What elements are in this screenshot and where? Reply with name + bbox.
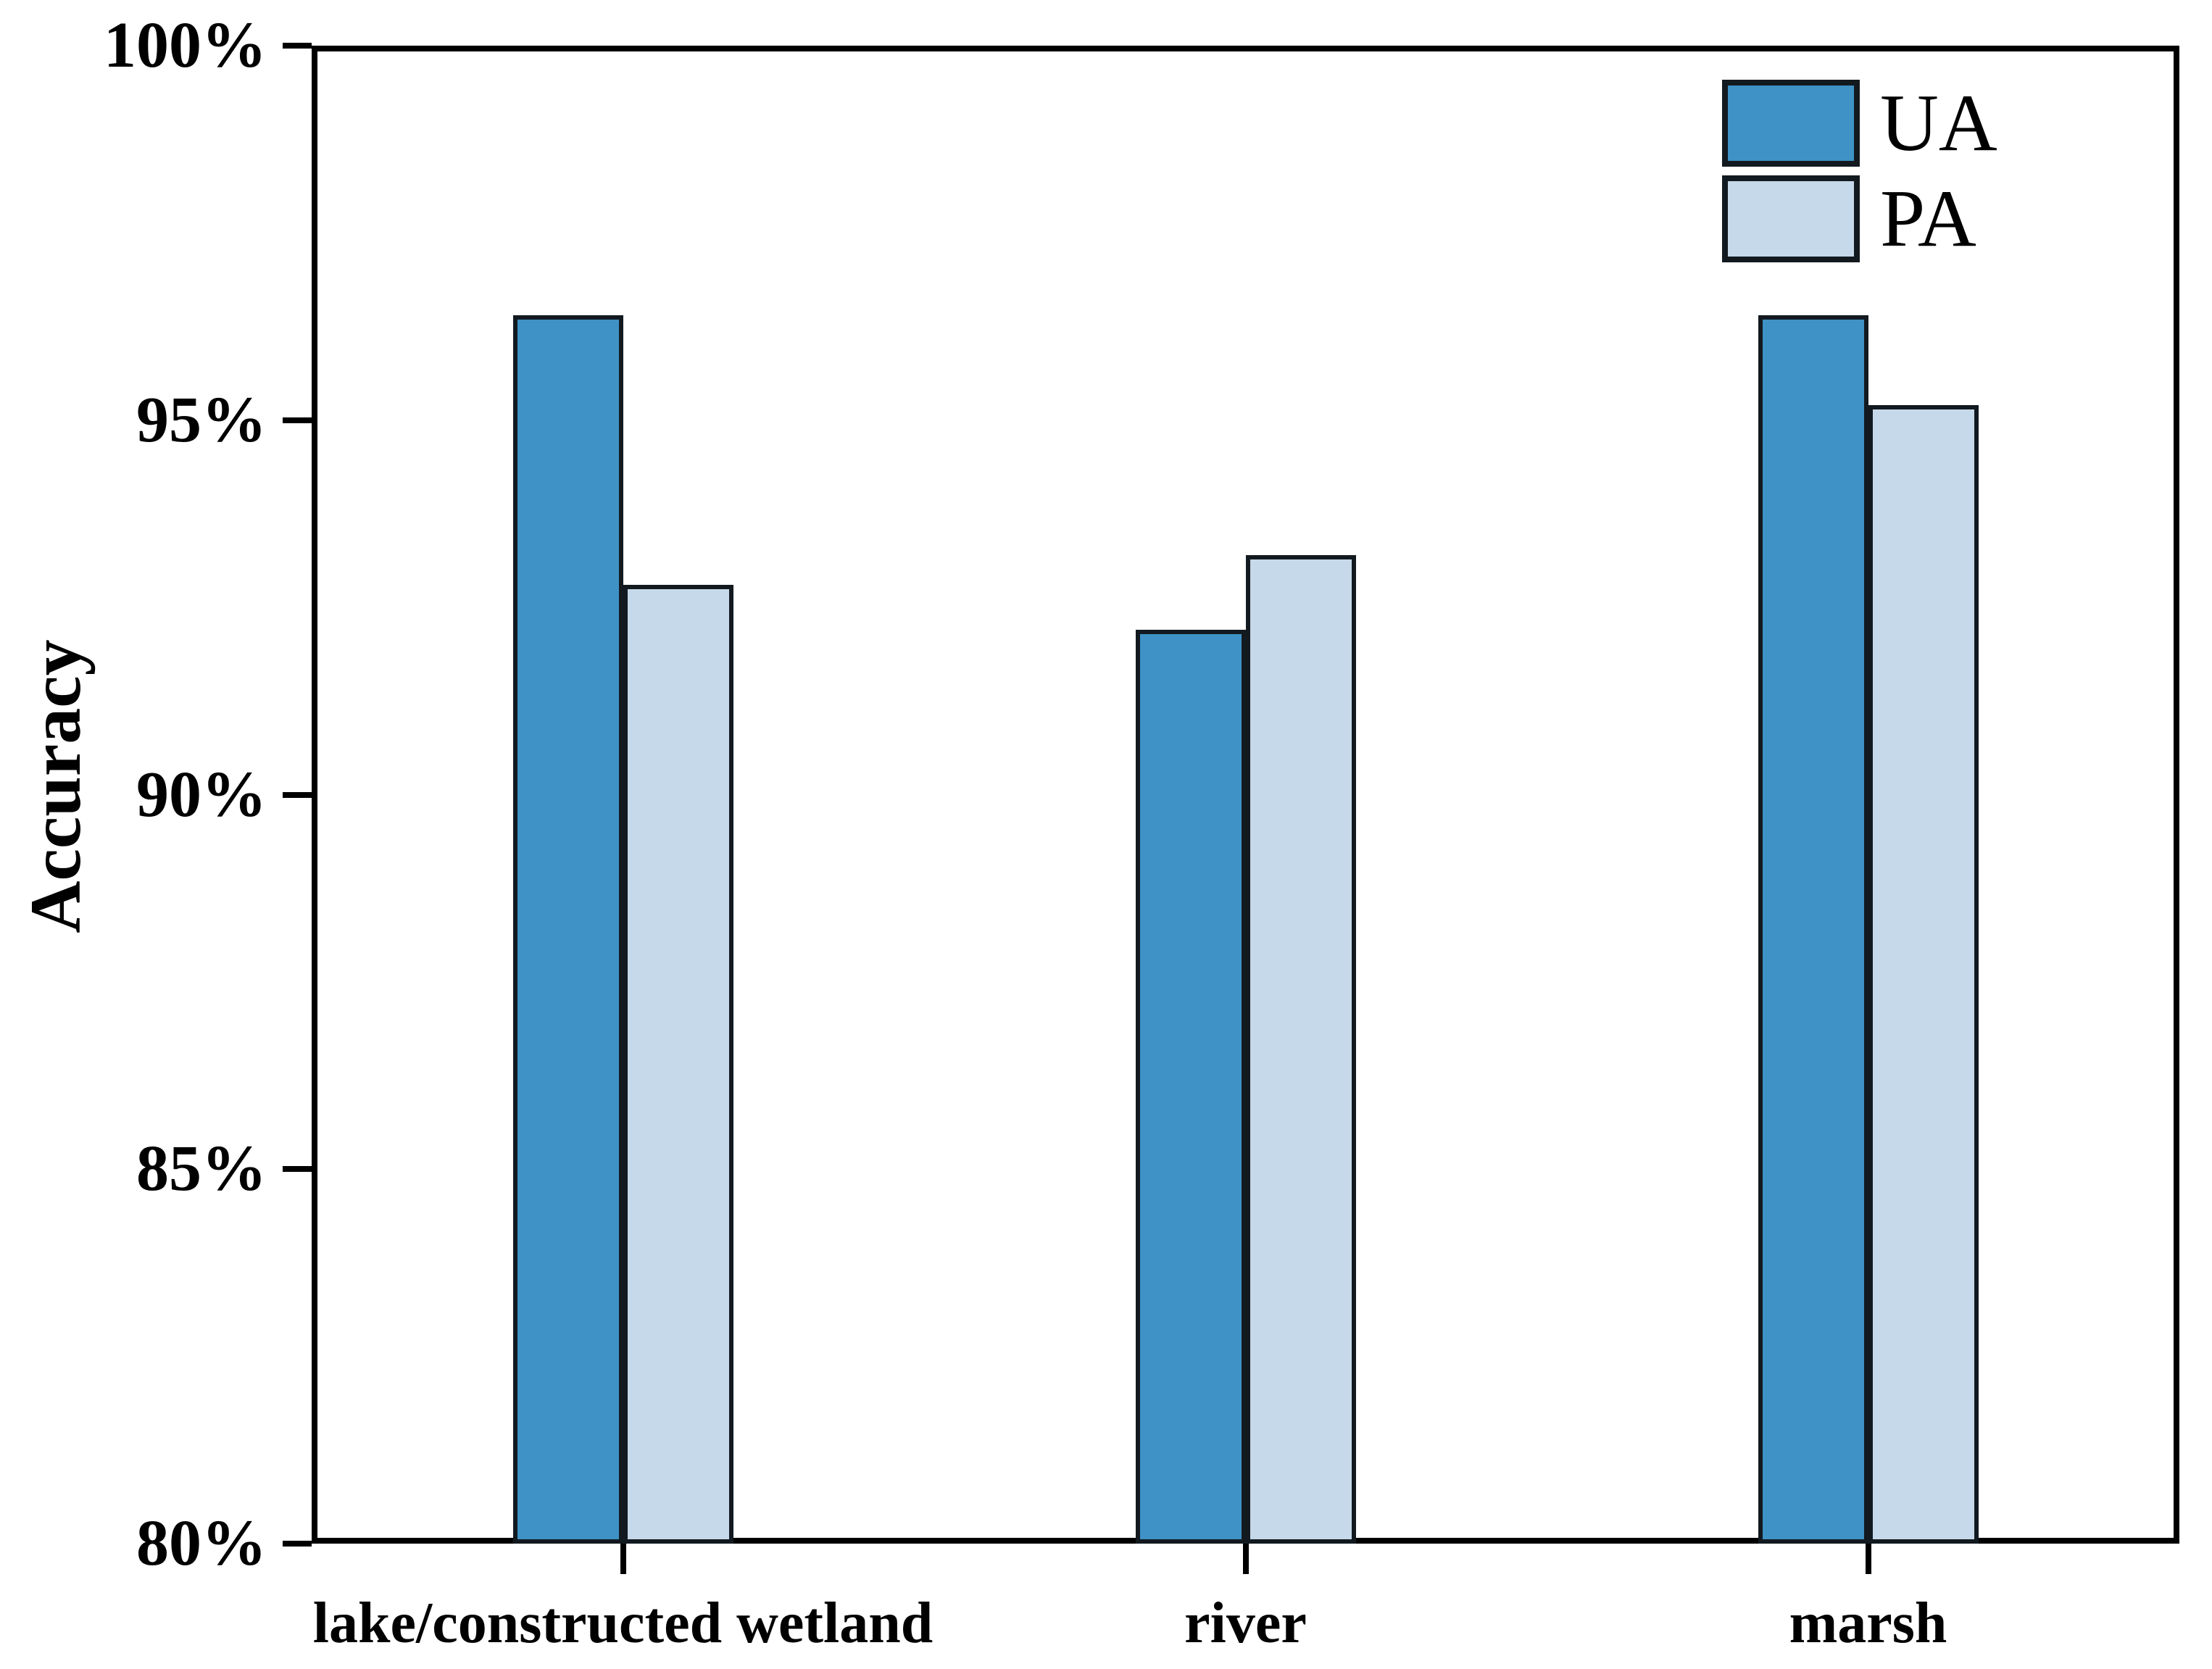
legend-swatch-ua [1722, 80, 1860, 167]
y-tick-mark-90 [283, 791, 312, 798]
x-category-label-1: lake/constructed wetland [312, 1591, 934, 1655]
legend-item-ua: UA [1722, 80, 1997, 167]
plot-area: UA PA [312, 46, 2179, 1544]
y-tick-label-90: 90% [136, 758, 267, 831]
y-tick-label-85: 85% [136, 1133, 267, 1205]
bar-ua-3 [1758, 315, 1868, 1544]
y-tick-label-80: 80% [136, 1507, 267, 1579]
bar-pa-1 [623, 585, 733, 1544]
y-tick-label-95: 95% [136, 383, 267, 456]
x-category-label-3: marsh [1789, 1591, 1947, 1655]
legend-item-pa: PA [1722, 175, 1976, 262]
x-category-label-2: river [1184, 1591, 1307, 1655]
legend-label-pa: PA [1880, 174, 1976, 264]
legend-label-ua: UA [1880, 78, 1997, 168]
bar-pa-3 [1868, 405, 1979, 1544]
y-tick-mark-95 [283, 417, 312, 423]
y-tick-label-100: 100% [104, 9, 267, 81]
y-tick-mark-100 [283, 43, 312, 49]
bar-ua-2 [1135, 630, 1246, 1544]
bar-ua-1 [512, 315, 623, 1544]
x-tick-mark-2 [1242, 1544, 1249, 1574]
legend-swatch-pa [1722, 175, 1860, 262]
y-tick-mark-85 [283, 1166, 312, 1173]
x-tick-mark-3 [1865, 1544, 1871, 1574]
bar-pa-2 [1245, 554, 1356, 1544]
y-tick-mark-80 [283, 1541, 312, 1547]
x-tick-mark-1 [620, 1544, 626, 1574]
